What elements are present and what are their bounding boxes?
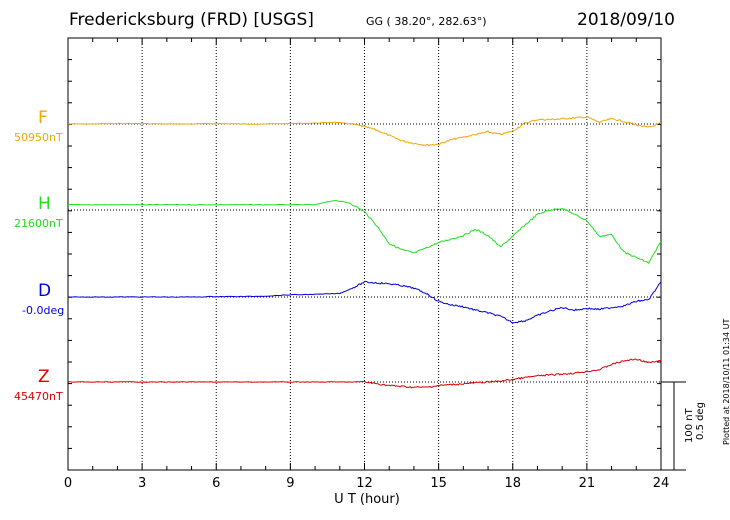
x-tick-label: 0 <box>64 476 72 491</box>
channel-name-z: Z <box>38 367 50 387</box>
scale-bar-label-nt: 100 nT <box>684 407 695 443</box>
channel-name-h: H <box>38 194 51 214</box>
plotted-timestamp: Plotted at 2018/10/11 01:34 UT <box>722 318 730 445</box>
channel-baseline-d: -0.0deg <box>22 304 65 317</box>
x-axis-label: U T (hour) <box>334 492 400 507</box>
x-tick-label: 12 <box>356 476 373 491</box>
x-tick-labels: 0 3 6 9 12 15 18 21 24 <box>64 476 669 491</box>
channel-name-d: D <box>38 281 52 301</box>
x-tick-label: 9 <box>286 476 294 491</box>
channel-baseline-z: 45470nT <box>14 390 63 403</box>
series-line-d <box>67 280 662 324</box>
x-tick-label: 3 <box>138 476 146 491</box>
channel-baseline-h: 21600nT <box>14 217 63 230</box>
scale-bar: 100 nT 0.5 deg <box>661 381 706 471</box>
channel-name-f: F <box>38 108 48 128</box>
chart-date: 2018/09/10 <box>577 10 675 30</box>
plot-frame <box>67 37 662 471</box>
station-coordinates: GG ( 38.20°, 282.63°) <box>366 15 487 28</box>
x-tick-label: 24 <box>653 476 670 491</box>
series-lines <box>67 116 662 389</box>
channel-baseline-f: 50950nT <box>14 131 63 144</box>
x-tick-label: 18 <box>504 476 521 491</box>
series-line-h <box>67 199 662 264</box>
series-line-z <box>68 358 662 389</box>
scale-bar-label-deg: 0.5 deg <box>695 402 706 440</box>
x-tick-label: 6 <box>212 476 220 491</box>
x-tick-label: 15 <box>430 476 447 491</box>
series-line-f <box>68 116 662 147</box>
chart-title: Fredericksburg (FRD) [USGS] <box>69 10 314 30</box>
grid-lines <box>68 38 661 470</box>
x-tick-label: 21 <box>579 476 596 491</box>
